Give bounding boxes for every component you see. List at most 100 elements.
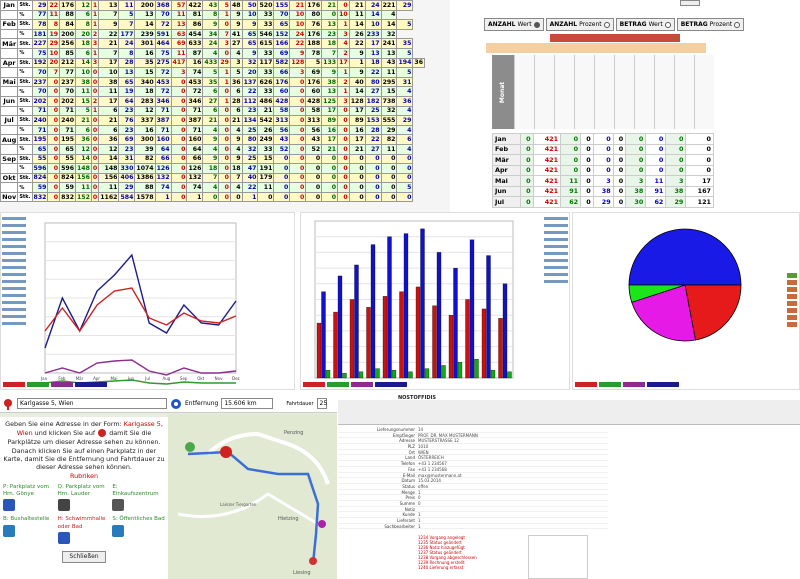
form-value[interactable]: ÖSTERREICH bbox=[418, 455, 444, 461]
value-cell: 313 bbox=[273, 115, 291, 126]
month-cell bbox=[0, 182, 19, 193]
value-cell: 8 bbox=[118, 47, 136, 59]
month-cell bbox=[0, 143, 19, 155]
form-sub-list[interactable] bbox=[528, 535, 588, 579]
bar-blue bbox=[436, 252, 442, 379]
form-row: Menge 1 bbox=[338, 490, 608, 496]
poi-item[interactable]: S: Öffentliches Bad bbox=[112, 516, 165, 546]
value-cell: 84 bbox=[59, 19, 76, 30]
form-label: Empfänger bbox=[392, 432, 415, 438]
form-toolbar[interactable] bbox=[338, 400, 800, 425]
form-value[interactable]: PROF. DR. MAX MUSTERMANN bbox=[418, 432, 478, 438]
radio-icon[interactable] bbox=[664, 21, 671, 28]
monat-header: Monat bbox=[492, 55, 514, 129]
form-value[interactable]: 1 bbox=[418, 489, 421, 495]
value-cell: 160 bbox=[154, 134, 172, 145]
form-value[interactable]: 15.03.2014 bbox=[418, 478, 441, 484]
bar-blue bbox=[453, 267, 458, 379]
value-cell: 65 bbox=[273, 19, 291, 30]
value-cell: 65 bbox=[241, 28, 259, 40]
form-value[interactable]: 1010 bbox=[418, 444, 429, 450]
form-value[interactable]: 0 bbox=[418, 495, 421, 501]
address-input[interactable]: Karlgasse 5, Wien bbox=[17, 398, 167, 409]
bar-blue bbox=[403, 233, 409, 379]
bar-blue bbox=[420, 228, 425, 379]
value-cell: 0 bbox=[380, 153, 398, 165]
value-cell: 12 bbox=[75, 143, 92, 155]
value-cell: 27 bbox=[364, 86, 382, 97]
month-cell: Aug bbox=[0, 134, 19, 145]
form-value[interactable]: max@mustermann.at bbox=[418, 472, 462, 478]
value-cell: 0 bbox=[321, 153, 339, 165]
map-canvas[interactable]: Penzing Hietzing Liesing Lainzer Tiergar… bbox=[168, 414, 337, 579]
radio-icon[interactable] bbox=[533, 21, 540, 28]
poi-item[interactable]: P: Parkplatz vom Hrn. Gönye bbox=[3, 484, 56, 514]
form-value[interactable]: WIEN bbox=[418, 449, 429, 455]
form-value[interactable]: +43 1 234568 bbox=[418, 466, 447, 472]
pivot-header-row: Monat bbox=[492, 55, 714, 129]
start-marker-icon[interactable] bbox=[185, 442, 195, 452]
distance-field[interactable]: 15.606 km bbox=[221, 398, 274, 409]
destination-marker-icon[interactable] bbox=[220, 446, 232, 458]
pivot-option[interactable]: ANZAHL Wert bbox=[484, 18, 544, 31]
pivot-cell: 0 bbox=[625, 154, 647, 166]
bar-red bbox=[415, 286, 421, 379]
value-cell: 0 bbox=[90, 172, 100, 184]
form-label: Status bbox=[402, 483, 415, 489]
pie-side-buttons[interactable] bbox=[787, 271, 797, 351]
form-value[interactable]: offen bbox=[418, 483, 429, 489]
poi-item[interactable]: E: Einkaufszentrum bbox=[112, 484, 165, 514]
value-cell: 542 bbox=[257, 115, 275, 126]
poi-item[interactable]: Q: Parkplatz vom Hrn. Lauder bbox=[57, 484, 111, 514]
form-value[interactable]: +43 1 234567 bbox=[418, 461, 447, 467]
value-cell: 6 bbox=[98, 124, 120, 136]
form-value[interactable]: 1 bbox=[418, 518, 421, 523]
pivot-option[interactable]: ANZAHL Prozent bbox=[545, 18, 614, 31]
value-cell: 32 bbox=[241, 143, 259, 155]
form-value[interactable] bbox=[418, 507, 608, 512]
search-location-icon[interactable] bbox=[170, 398, 182, 410]
pivot-cell: 0 bbox=[580, 154, 594, 166]
pivot-action-button[interactable] bbox=[680, 0, 700, 6]
value-cell: 58 bbox=[305, 105, 323, 117]
line-chart-side-links[interactable] bbox=[1, 213, 27, 373]
pivot-option[interactable]: BETRAG Wert bbox=[615, 18, 675, 31]
close-button[interactable]: Schließen bbox=[62, 550, 106, 563]
bar-chart-side-links[interactable] bbox=[543, 213, 569, 373]
month-cell: Nov bbox=[0, 191, 19, 203]
value-cell: 4 bbox=[396, 105, 414, 117]
value-cell: 21 bbox=[348, 0, 366, 11]
log-line: 1239 Rechnung erstellt bbox=[418, 560, 465, 565]
value-cell: 22 bbox=[364, 67, 382, 78]
value-cell: 0 bbox=[305, 163, 323, 174]
kind-cell: % bbox=[17, 182, 33, 193]
bar-red bbox=[366, 307, 371, 379]
value-cell: 27 bbox=[202, 95, 220, 107]
value-cell: 7 bbox=[118, 19, 136, 30]
poi-item[interactable]: B: Bushaltestelle bbox=[3, 516, 56, 546]
value-cell: 0 bbox=[289, 76, 307, 88]
pivot-cell: 0 bbox=[612, 133, 627, 145]
log-line: 1238 Vorgang abgeschlossen bbox=[418, 555, 477, 560]
poi-item[interactable]: H: Schwimmhalle oder Bad bbox=[57, 516, 111, 546]
time-field[interactable]: 25 bbox=[316, 398, 327, 409]
value-cell: 47 bbox=[241, 163, 259, 174]
form-value[interactable]: MUSTERSTRASSE 12 bbox=[418, 438, 459, 444]
place-label: Lainzer Tiergarten bbox=[220, 502, 257, 507]
value-cell: 7 bbox=[218, 28, 231, 40]
value-cell: 0 bbox=[170, 134, 188, 145]
form-value[interactable]: 0 bbox=[418, 500, 421, 506]
poi-marker-icon[interactable] bbox=[318, 520, 326, 528]
form-value[interactable]: 1 bbox=[418, 512, 421, 518]
value-cell: 112 bbox=[241, 95, 259, 107]
form-value[interactable]: 1 bbox=[418, 523, 421, 529]
map-route-svg: Penzing Hietzing Liesing Lainzer Tiergar… bbox=[168, 414, 337, 579]
value-cell: 0 bbox=[218, 172, 231, 184]
value-cell: 11 bbox=[170, 47, 188, 59]
radio-icon[interactable] bbox=[603, 21, 610, 28]
value-cell: 0 bbox=[348, 182, 366, 193]
form-value[interactable]: 14 bbox=[418, 427, 424, 432]
end-marker-icon[interactable] bbox=[309, 557, 317, 565]
pivot-option[interactable]: BETRAG Prozent bbox=[676, 18, 745, 31]
radio-icon[interactable] bbox=[734, 21, 741, 28]
